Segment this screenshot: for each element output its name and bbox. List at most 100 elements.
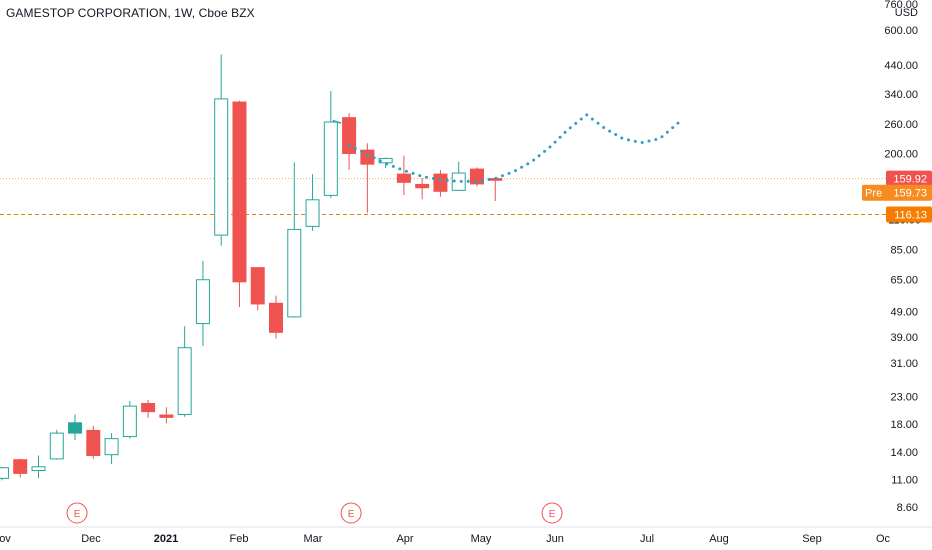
time-tick-label: Apr	[396, 533, 413, 545]
candle[interactable]	[122, 400, 137, 439]
earnings-label: E	[549, 509, 556, 520]
candle[interactable]	[177, 326, 192, 417]
time-tick-label: Jul	[640, 533, 654, 545]
time-tick-label: Jun	[546, 533, 564, 545]
earnings-badge	[340, 502, 362, 524]
candle[interactable]	[269, 295, 284, 339]
candle-body	[86, 429, 101, 457]
price-tick-label: 23.00	[890, 391, 918, 403]
candle[interactable]	[141, 399, 156, 418]
candle[interactable]	[250, 267, 265, 311]
price-tick-label: 760.00	[884, 0, 918, 11]
earnings-badge	[541, 502, 563, 524]
price-tick-label: 600.00	[884, 25, 918, 37]
support-level-label: 116.13	[894, 210, 927, 222]
earnings-label: E	[348, 509, 355, 520]
candle[interactable]	[305, 174, 320, 231]
time-tick-label: Aug	[709, 533, 729, 545]
price-tick-label: 39.00	[890, 332, 918, 344]
candle[interactable]	[451, 161, 466, 192]
candle[interactable]	[49, 429, 64, 460]
candle-body	[13, 459, 28, 474]
premarket-tag: Pre	[865, 188, 882, 200]
price-tick-label: 18.00	[890, 419, 918, 431]
price-tick-label: 340.00	[884, 89, 918, 101]
candle-body	[250, 267, 265, 305]
candle-body	[232, 101, 247, 283]
price-tick-label: 11.00	[891, 474, 918, 486]
candle[interactable]	[378, 157, 393, 169]
time-tick-label: Sep	[802, 533, 822, 545]
earnings-marker[interactable]: E	[541, 502, 563, 524]
price-tick-label: 49.00	[890, 306, 918, 318]
candle[interactable]	[360, 143, 375, 213]
candles[interactable]	[0, 54, 503, 481]
support-level-badge	[886, 206, 932, 223]
time-tick-label: ov	[0, 533, 11, 545]
candle-body	[0, 467, 9, 479]
candle-body	[177, 347, 192, 415]
candle[interactable]	[415, 178, 430, 200]
candle[interactable]	[31, 455, 46, 479]
candle-body	[287, 228, 302, 318]
candle[interactable]	[488, 178, 503, 201]
candle-body	[415, 183, 430, 189]
candle[interactable]	[13, 458, 28, 478]
price-axis[interactable]: 760.00 600.00 440.00 340.00 260.00 200.00 85.0…	[884, 0, 921, 514]
candle-body	[159, 414, 174, 418]
price-tick-label: 200.00	[884, 148, 918, 160]
candle-body	[451, 172, 466, 191]
premarket-price-label: 159.73	[893, 188, 927, 200]
price-tick-label: 85.00	[890, 245, 918, 257]
candle[interactable]	[86, 425, 101, 459]
candle-body	[305, 199, 320, 227]
candle[interactable]	[232, 100, 247, 307]
time-tick-label: 2021	[154, 533, 178, 545]
chart-title: GAMESTOP CORPORATION, 1W, Cboe BZX	[6, 6, 255, 20]
candle[interactable]	[287, 162, 302, 318]
candle[interactable]	[323, 91, 338, 199]
candle-body	[104, 438, 119, 456]
candle[interactable]	[342, 113, 357, 170]
candle-body	[49, 432, 64, 460]
price-tick-label: 65.00	[890, 275, 918, 287]
candle[interactable]	[433, 169, 448, 197]
candle[interactable]	[68, 414, 83, 441]
projection-arrow	[332, 119, 342, 124]
time-tick-label: Feb	[230, 533, 249, 545]
last-price-label: 159.92	[893, 174, 927, 186]
price-tick-label: 260.00	[884, 119, 918, 131]
premarket-badge	[862, 184, 932, 201]
projection-path[interactable]	[347, 112, 680, 183]
candle[interactable]	[469, 167, 484, 187]
candle-body	[323, 121, 338, 196]
candle[interactable]	[0, 466, 9, 481]
time-tick-label: Oc	[876, 533, 891, 545]
time-tick-label: May	[471, 533, 492, 545]
candle[interactable]	[159, 407, 174, 424]
candle-body	[122, 405, 137, 438]
earnings-marker[interactable]: E	[66, 502, 88, 524]
candle[interactable]	[195, 260, 210, 347]
candle-body	[68, 422, 83, 434]
candle-body	[433, 173, 448, 192]
currency-label: USD	[895, 7, 918, 19]
candle-body	[31, 466, 46, 472]
earnings-badge	[66, 502, 88, 524]
time-tick-label: Dec	[81, 533, 101, 545]
price-tick-label: 14.00	[890, 447, 918, 459]
candle[interactable]	[104, 433, 119, 465]
candle-body	[469, 168, 484, 185]
candle[interactable]	[396, 155, 411, 196]
candle-body	[195, 279, 210, 325]
candle-body	[396, 173, 411, 183]
candle-body	[214, 98, 229, 236]
earnings-marker[interactable]: E	[340, 502, 362, 524]
candle-body	[269, 302, 284, 333]
candle-body	[342, 117, 357, 154]
price-tick-label: 440.00	[884, 60, 918, 72]
time-tick-label: Mar	[304, 533, 323, 545]
candle[interactable]	[214, 54, 229, 246]
price-tick-label: 31.00	[890, 358, 918, 370]
